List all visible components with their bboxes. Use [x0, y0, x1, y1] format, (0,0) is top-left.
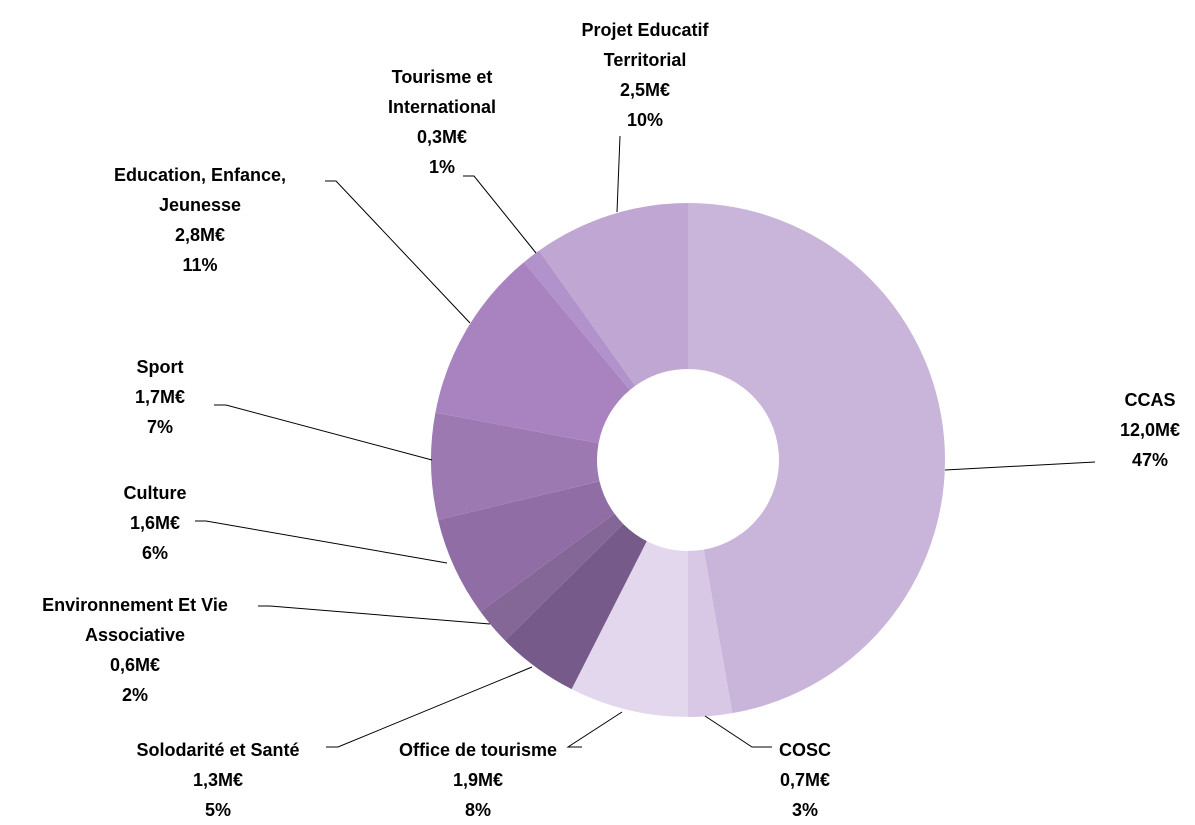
leader-line	[704, 715, 772, 748]
percentage-label: 3%	[791, 800, 818, 820]
value-label: 1,9M€	[452, 770, 504, 790]
leader-line	[258, 605, 491, 625]
donut-slice	[523, 250, 636, 390]
data-label: CCAS 12,0M€ 47%	[1090, 385, 1195, 475]
donut-slice	[688, 203, 945, 714]
category-label: Solodarité et Santé	[136, 740, 300, 760]
leader-line	[944, 461, 1096, 471]
value-label: 2,5M€	[619, 80, 671, 100]
percentage-label: 47%	[1131, 450, 1169, 470]
value-label: 12,0M€	[1119, 420, 1181, 440]
leader-line	[214, 404, 433, 461]
value-label: 0,6M€	[109, 655, 161, 675]
percentage-label: 11%	[182, 255, 218, 275]
leader-line	[463, 175, 537, 254]
category-label: Education, Enfance, Jeunesse	[113, 165, 287, 215]
data-label: Solodarité et Santé 1,3M€ 5%	[98, 735, 338, 825]
data-label: Education, Enfance, Jeunesse 2,8M€ 11%	[88, 160, 313, 280]
leader-line	[616, 135, 621, 213]
category-label: CCAS	[1124, 390, 1176, 410]
data-label: Environnement Et Vie Associative 0,6M€ 2%	[10, 590, 260, 710]
percentage-label: 2%	[121, 685, 148, 705]
category-label: Projet Educatif Territorial	[581, 20, 709, 70]
data-label: Sport 1,7M€ 7%	[95, 352, 225, 442]
value-label: 1,3M€	[192, 770, 244, 790]
leader-line	[195, 520, 448, 564]
data-label: Office de tourisme 1,9M€ 8%	[368, 735, 588, 825]
leader-line	[566, 711, 623, 748]
percentage-label: 10%	[626, 110, 664, 130]
category-label: Sport	[136, 357, 184, 377]
category-label: COSC	[778, 740, 831, 760]
data-label: Culture 1,6M€ 6%	[90, 478, 220, 568]
donut-slice	[435, 262, 630, 444]
percentage-label: 7%	[146, 417, 173, 437]
category-label: Tourisme et International	[387, 67, 496, 117]
data-label: Tourisme et International 0,3M€ 1%	[365, 62, 520, 182]
value-label: 1,7M€	[134, 387, 186, 407]
donut-slice	[438, 481, 615, 612]
percentage-label: 5%	[204, 800, 231, 820]
value-label: 2,8M€	[174, 225, 226, 245]
value-label: 0,7M€	[779, 770, 831, 790]
percentage-label: 6%	[141, 543, 168, 563]
category-label: Environnement Et Vie Associative	[42, 595, 228, 645]
value-label: 0,3M€	[416, 127, 468, 147]
category-label: Culture	[123, 483, 187, 503]
data-label: COSC 0,7M€ 3%	[745, 735, 865, 825]
data-label: Projet Educatif Territorial 2,5M€ 10%	[553, 15, 738, 135]
leader-line	[325, 180, 471, 324]
donut-slice	[431, 412, 600, 520]
donut-slice	[571, 541, 688, 717]
donut-slice	[505, 523, 647, 690]
value-label: 1,6M€	[129, 513, 181, 533]
donut-slice	[539, 203, 688, 386]
percentage-label: 8%	[464, 800, 491, 820]
donut-slice	[480, 513, 624, 641]
percentage-label: 1%	[428, 157, 455, 177]
donut-slice	[688, 549, 733, 717]
leader-line	[326, 666, 533, 748]
category-label: Office de tourisme	[398, 740, 558, 760]
